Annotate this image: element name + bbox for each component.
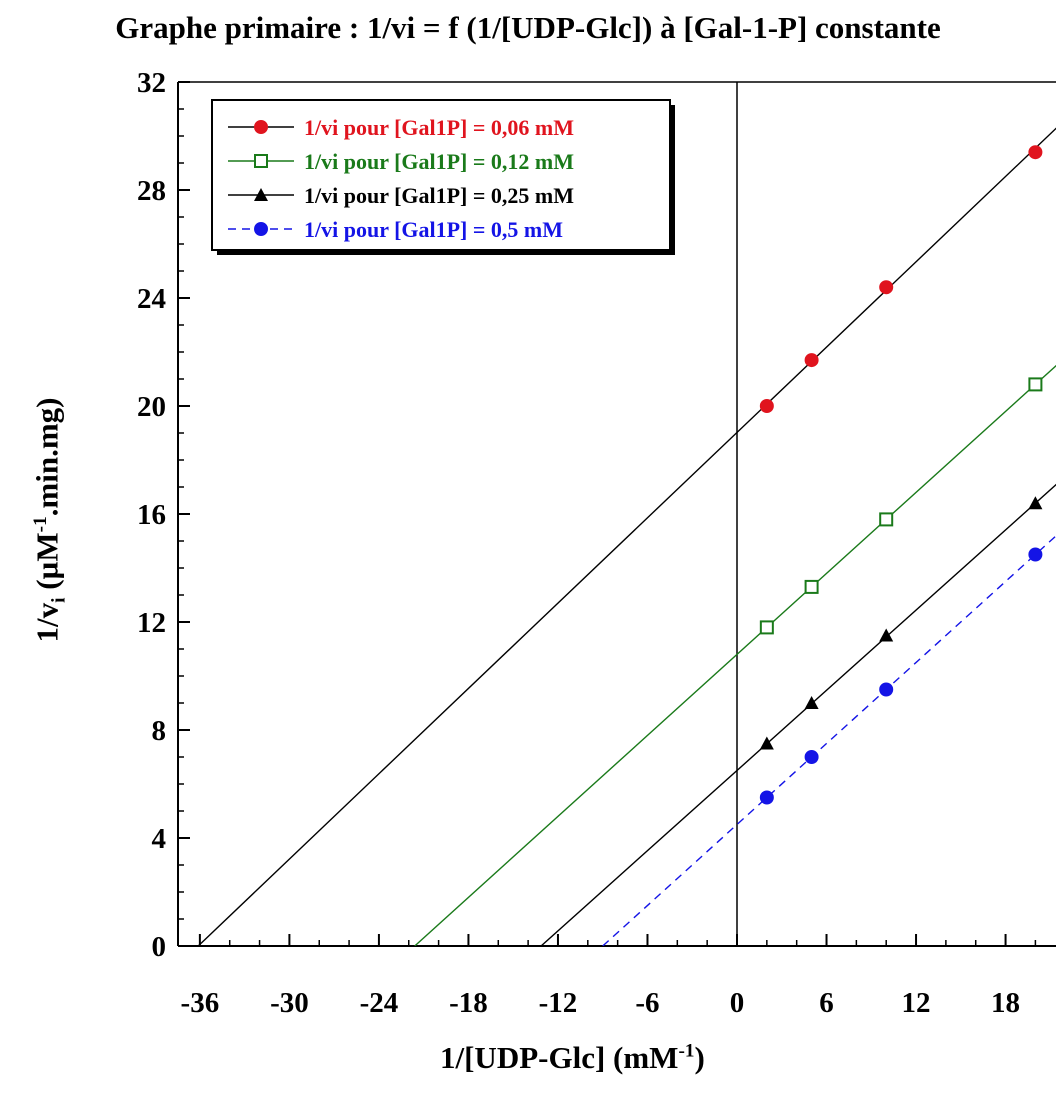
y-axis-label-mid: (µM: [29, 532, 65, 598]
y-tick-label: 16: [137, 499, 166, 531]
legend-label-series-1: 1/vi pour [Gal1P] = 0,06 mM: [304, 115, 574, 140]
fit-line-series-4: [602, 534, 1056, 946]
data-point-series-3: [879, 628, 894, 642]
data-point-series-3: [804, 696, 819, 709]
data-point-series-2: [1028, 377, 1043, 392]
data-point-series-4: [759, 790, 774, 805]
y-tick-label: 0: [152, 931, 167, 963]
data-point-series-2: [759, 620, 774, 635]
legend-box: [211, 99, 671, 251]
x-axis-label-end: ): [694, 1040, 705, 1075]
legend-marker-series-2: [254, 154, 268, 168]
x-tick-label: 0: [730, 987, 745, 1019]
legend-label-series-2: 1/vi pour [Gal1P] = 0,12 mM: [304, 149, 574, 174]
fit-line-series-2: [414, 364, 1056, 946]
x-tick-label: -24: [360, 987, 399, 1019]
x-tick-label: -30: [270, 987, 309, 1019]
y-tick-label: 8: [152, 715, 167, 747]
x-tick-label: 18: [991, 987, 1020, 1019]
legend-marker-series-3: [254, 188, 268, 201]
y-tick-label: 24: [137, 283, 166, 315]
y-tick-label: 32: [137, 67, 166, 99]
y-tick-label: 20: [137, 391, 166, 423]
x-tick-label: -36: [181, 987, 220, 1019]
data-point-series-4: [1028, 547, 1043, 562]
y-axis-label-sub: i: [48, 597, 70, 603]
data-point-series-4: [879, 682, 894, 697]
y-axis-label-main: 1/v: [29, 602, 65, 643]
data-point-series-1: [759, 399, 774, 413]
y-tick-label: 12: [137, 607, 166, 639]
legend-marker-series-1: [254, 120, 268, 134]
y-tick-label: 28: [137, 175, 166, 207]
data-point-series-1: [879, 280, 894, 295]
x-tick-label: -12: [539, 987, 578, 1019]
data-point-series-4: [804, 750, 819, 764]
x-tick-label: 12: [902, 987, 931, 1019]
data-point-series-2: [804, 579, 819, 594]
y-axis-label-end: .min.mg): [29, 397, 65, 517]
x-tick-label: 6: [819, 987, 834, 1019]
fit-line-series-1: [197, 127, 1056, 946]
y-axis-label-sup: -1: [30, 516, 52, 533]
x-axis-label: 1/[UDP-Glc] (mM-1): [440, 1040, 705, 1076]
data-point-series-1: [804, 353, 819, 368]
data-point-series-3: [759, 736, 774, 750]
data-point-series-3: [1028, 496, 1043, 510]
x-tick-label: -6: [635, 987, 659, 1019]
data-point-series-1: [1028, 145, 1043, 160]
x-axis-label-main: 1/[UDP-Glc] (mM: [440, 1040, 679, 1075]
x-tick-label: -18: [449, 987, 488, 1019]
legend-marker-series-4: [254, 222, 268, 236]
y-tick-label: 4: [152, 823, 167, 855]
y-axis-label: 1/vi (µM-1.min.mg): [29, 398, 70, 643]
chart-title: Graphe primaire : 1/vi = f (1/[UDP-Glc])…: [115, 10, 941, 45]
legend-label-series-4: 1/vi pour [Gal1P] = 0,5 mM: [304, 217, 563, 242]
x-axis-label-sup: -1: [678, 1040, 695, 1062]
fit-line-series-3: [540, 483, 1056, 946]
data-point-series-2: [879, 512, 894, 527]
legend-label-series-3: 1/vi pour [Gal1P] = 0,25 mM: [304, 183, 574, 208]
